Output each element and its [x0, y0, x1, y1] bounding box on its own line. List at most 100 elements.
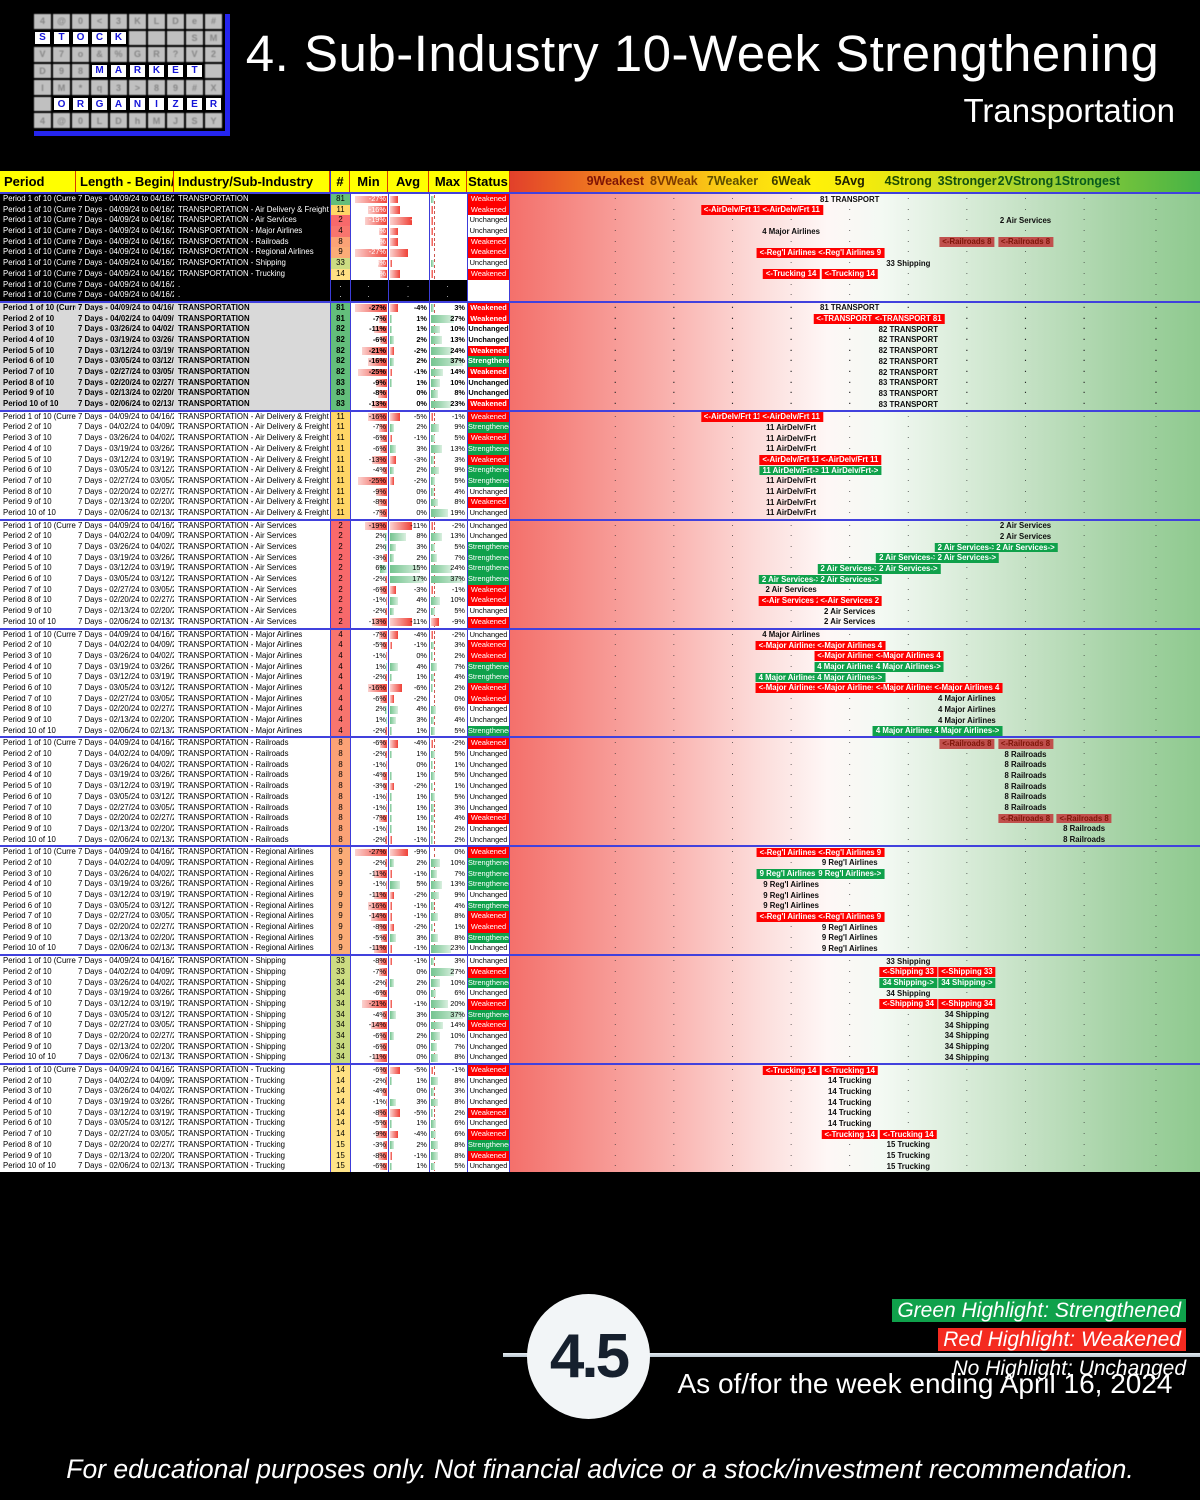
- status-cell: Unchanged: [467, 226, 510, 237]
- table-row: Period 9 of 10 7 Days - 02/13/24 to 02/20…: [0, 1040, 1200, 1053]
- length-cell: 7 Days - 02/20/24 to 02/27/24: [78, 922, 174, 932]
- avg-cell: .: [388, 290, 429, 301]
- length-cell: 7 Days - 02/06/24 to 02/13/24: [78, 834, 174, 844]
- rank-mark: 9 Reg'l Airlines: [763, 890, 819, 900]
- length-cell: 7 Days - 02/20/24 to 02/27/24: [78, 595, 174, 605]
- avg-cell: 3%: [388, 715, 429, 726]
- min-cell: -27%: [350, 847, 388, 858]
- status-cell: Unchanged: [467, 324, 510, 335]
- table-row: Period 10 of 10 7 Days - 02/06/24 to 02/1…: [0, 615, 1200, 628]
- length-cell: 7 Days - 03/05/24 to 03/12/24: [78, 1009, 174, 1019]
- rank-mark: 15 Trucking: [886, 1140, 930, 1150]
- status-cell: [467, 279, 510, 291]
- length-cell: 7 Days - 04/09/24 to 04/16/24: [78, 1065, 174, 1074]
- industry-cell: TRANSPORTATION - Railroads: [178, 236, 289, 246]
- count-cell: 2: [330, 574, 350, 585]
- max-cell: 10%: [429, 857, 467, 869]
- industry-cell: TRANSPORTATION - Air Delivery & Freight …: [178, 422, 330, 432]
- rank-mark: 4 Major Airlines: [938, 715, 996, 725]
- count-cell: 2: [330, 520, 350, 532]
- rank-mark: 34 Shipping: [944, 1020, 989, 1030]
- avg-cell: -1%: [388, 911, 429, 923]
- max-cell: -1%: [429, 204, 467, 216]
- status-cell: Unchanged: [467, 1086, 510, 1098]
- period-cell: Period 8 of 10: [3, 486, 52, 496]
- period-cell: Period 9 of 10: [3, 388, 55, 398]
- period-cell: Period 1 of 10 (Current): [3, 215, 76, 225]
- period-cell: Period 10 of 10: [3, 507, 56, 517]
- table-row: Period 1 of 10 (Current)7 Days - 04/09/2…: [0, 224, 1200, 237]
- table-row: Period 7 of 10 7 Days - 02/27/24 to 03/05…: [0, 801, 1200, 814]
- count-cell: 9: [330, 911, 350, 923]
- count-cell: 11: [330, 454, 350, 466]
- period-cell: Period 6 of 10: [3, 791, 52, 801]
- logo-tile: G: [129, 47, 146, 62]
- rank-mark: 9 Reg'l Airlines: [821, 922, 878, 932]
- length-cell: 7 Days - 02/13/24 to 02/20/24: [78, 606, 174, 616]
- logo-tile: A: [110, 63, 127, 79]
- length-cell: 7 Days - 02/20/24 to 02/27/24: [78, 486, 174, 496]
- max-cell: 0%: [429, 693, 467, 705]
- avg-cell: 0%: [388, 486, 429, 498]
- max-cell: 1%: [429, 759, 467, 771]
- length-cell: 7 Days - 02/27/24 to 03/05/24: [78, 475, 174, 485]
- length-cell: 7 Days - 02/13/24 to 02/20/24: [78, 823, 174, 833]
- length-cell: 7 Days - 04/02/24 to 04/09/24: [78, 531, 174, 541]
- avg-cell: 4%: [388, 704, 429, 715]
- table-row: Period 10 of 10 7 Days - 02/06/24 to 02/1…: [0, 1159, 1200, 1172]
- rank-strip: .........9 Reg'l Airlines: [510, 856, 1200, 869]
- status-cell: Weakened: [467, 966, 510, 978]
- max-cell: 37%: [429, 356, 467, 367]
- length-cell: 7 Days - 03/26/24 to 04/02/24: [78, 433, 174, 443]
- column-header-status: Status: [467, 171, 510, 192]
- status-cell: Weakened: [467, 1129, 510, 1140]
- table-row: Period 5 of 10 7 Days - 03/12/24 to 03/19…: [0, 779, 1200, 792]
- period-cell: Period 2 of 10: [3, 749, 52, 759]
- max-cell: 4%: [429, 672, 467, 683]
- count-cell: 9: [330, 943, 350, 955]
- industry-cell: TRANSPORTATION - Air Services: [178, 552, 297, 562]
- rank-mark: <-Trucking 14: [821, 1129, 878, 1140]
- industry-cell: TRANSPORTATION - Trucking: [178, 1150, 286, 1160]
- status-cell: Strengthened: [467, 1009, 510, 1021]
- max-cell: .: [429, 290, 467, 301]
- min-cell: -6%: [350, 1030, 388, 1042]
- min-cell: -13%: [350, 454, 388, 466]
- status-cell: Unchanged: [467, 759, 510, 771]
- count-cell: 9: [330, 247, 350, 259]
- avg-cell: 0%: [388, 988, 429, 999]
- period-cell: Period 4 of 10: [3, 988, 52, 998]
- avg-cell: 1%: [388, 725, 429, 737]
- rank-strip: ......... 11 AirDelv/Frt: [510, 420, 1200, 434]
- period-cell: Period 9 of 10: [3, 932, 52, 942]
- count-cell: 11: [330, 433, 350, 444]
- rank-mark: <-Reg'l Airlines 9: [815, 847, 885, 858]
- rank-strip: ........2 Air Services-> 2 Air Services->: [510, 551, 1200, 564]
- status-cell: Unchanged: [467, 956, 510, 967]
- max-cell: 3%: [429, 1086, 467, 1098]
- count-cell: 15: [330, 1139, 350, 1151]
- min-cell: -8%: [350, 258, 388, 269]
- industry-cell: TRANSPORTATION - Regional Airlines: [178, 857, 314, 867]
- table-row: Period 8 of 10 7 Days - 02/20/24 to 02/27…: [0, 376, 1200, 389]
- logo-tile: e: [186, 14, 203, 29]
- rank-strip: ........ <-AirDelv/Frt 11 <-AirDelv/Frt 11: [510, 453, 1200, 466]
- logo-tile: <: [91, 14, 108, 29]
- min-cell: -9%: [350, 377, 388, 389]
- industry-cell: TRANSPORTATION - Air Services: [178, 574, 297, 584]
- max-cell: 5%: [429, 542, 467, 553]
- table-row: Period 5 of 10 7 Days - 03/12/24 to 03/19…: [0, 670, 1200, 683]
- rank-mark: 11 AirDelv/Frt: [766, 444, 817, 454]
- industry-cell: TRANSPORTATION - Railroads: [178, 823, 289, 833]
- min-cell: -1%: [350, 802, 388, 814]
- rank-mark: 34 Shipping: [944, 1042, 989, 1052]
- industry-cell: TRANSPORTATION - Major Airlines: [178, 672, 303, 682]
- industry-cell: TRANSPORTATION - Air Services: [178, 595, 297, 605]
- length-cell: 7 Days - 03/19/24 to 03/26/24: [78, 879, 174, 889]
- rank-strip: ........ <-Railroads 8 <-Railroads 8: [510, 811, 1200, 824]
- count-cell: 8: [330, 759, 350, 771]
- section-major-airlines: Period 1 of 10 (Current)7 Days - 04/09/2…: [0, 627, 1200, 737]
- period-cell: Period 4 of 10: [3, 879, 52, 889]
- min-cell: 2%: [350, 704, 388, 715]
